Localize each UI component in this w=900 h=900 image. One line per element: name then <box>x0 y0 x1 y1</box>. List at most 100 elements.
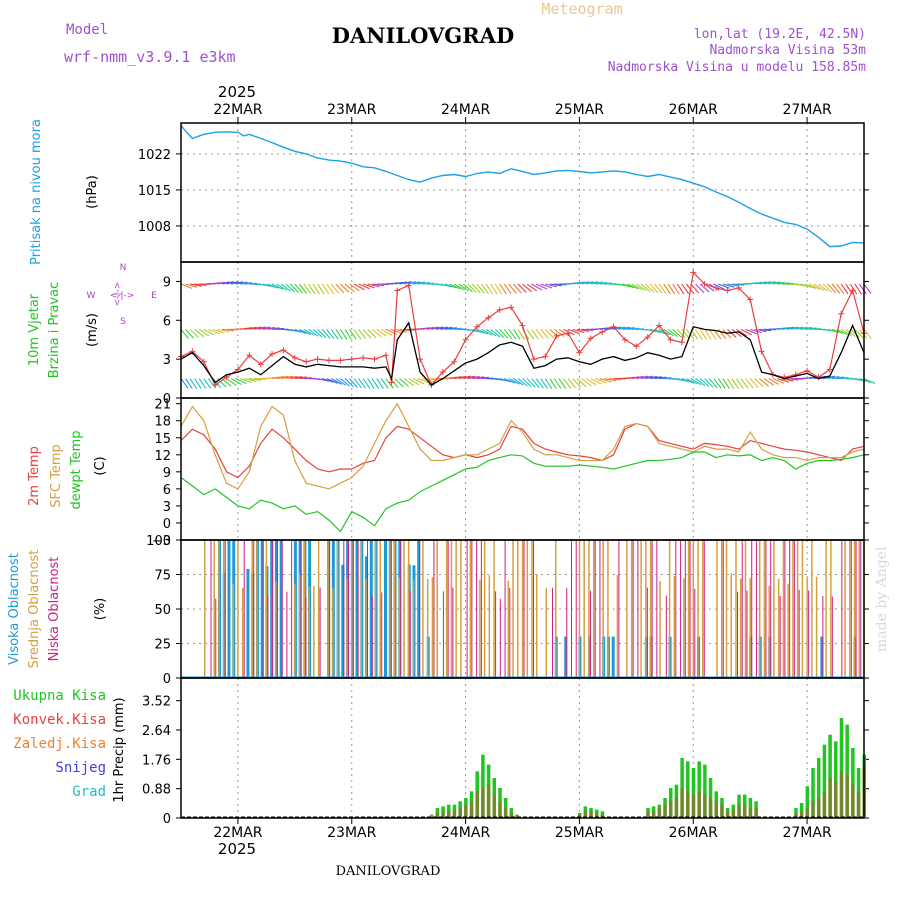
wind-arrow <box>576 378 587 388</box>
wind-arrow <box>180 329 189 340</box>
date-label-top: 26MAR <box>669 102 718 118</box>
wind-arrow <box>330 378 343 385</box>
wind-arrow <box>526 283 538 292</box>
wind-arrow <box>412 378 425 385</box>
precip-ytick-label: 0.88 <box>142 783 171 798</box>
wind-gust-marker <box>587 335 594 342</box>
wind-arrow <box>422 326 435 330</box>
wind-arrow <box>472 376 485 380</box>
clouds-ytick-label: 0 <box>163 672 171 687</box>
wind-arrow <box>695 283 705 294</box>
wind-arrow <box>494 328 505 339</box>
wind-arrow <box>394 378 404 388</box>
precip-bar-conv <box>589 811 593 818</box>
precip-bar-conv <box>834 781 838 818</box>
wind-gust-marker <box>257 361 264 368</box>
wind-arrow <box>554 328 565 337</box>
wind-arrow <box>553 378 562 389</box>
wind-gust-marker <box>849 287 856 294</box>
elevation-label: Nadmorska Visina 53m <box>709 43 866 58</box>
wind-arrow <box>358 283 370 290</box>
wind-arrow <box>649 283 659 294</box>
wind-arrow <box>335 329 343 340</box>
precip-bar-conv <box>816 798 821 818</box>
wind-arrow <box>708 378 718 389</box>
wind-arrow <box>631 375 644 380</box>
wind-arrow <box>863 329 872 340</box>
wind-arrow <box>294 376 307 380</box>
wind-arrow <box>658 283 667 295</box>
wind-arrow <box>704 329 712 340</box>
precip-unit: 1hr Precip (mm) <box>112 697 127 802</box>
cloud-bar-high <box>355 540 359 678</box>
wind-arrow <box>453 283 465 291</box>
wind-gust-marker <box>678 339 685 346</box>
wind-arrow <box>467 375 480 380</box>
date-label-bottom: 24MAR <box>441 825 490 841</box>
wind-arrow <box>772 378 785 384</box>
clouds-ytick-label: 50 <box>154 603 171 618</box>
wind-arrow <box>362 378 371 389</box>
wind-arrow <box>649 376 662 380</box>
date-label-bottom: 27MAR <box>782 825 831 841</box>
wind-arrow <box>276 283 288 291</box>
wind-arrow <box>417 378 430 384</box>
pressure-line <box>180 125 865 248</box>
wind-arrow <box>444 283 457 289</box>
temp-ytick-label: 15 <box>154 432 171 447</box>
wind-arrow <box>294 283 304 294</box>
wind-arrow <box>499 378 512 383</box>
station-title: DANILOVGRAD <box>332 23 514 48</box>
precip-bar-conv <box>475 791 479 818</box>
wind-arrow <box>544 378 553 389</box>
precip-bar-conv <box>668 801 673 818</box>
wind-arrow <box>517 283 527 293</box>
wind-arrow <box>376 378 384 389</box>
wind-arrow <box>531 378 540 389</box>
precip-bar-conv <box>811 801 815 818</box>
wind-arrow <box>271 376 284 380</box>
wind-arrow <box>708 329 717 340</box>
clouds-ytick-label: 100 <box>146 534 171 549</box>
wind-arrow <box>371 378 380 389</box>
precip-bar-total <box>851 748 855 818</box>
wind-ylabel-1: 10m Vjetar <box>27 293 42 366</box>
wind-arrow <box>330 329 339 340</box>
cloud-bar-high <box>279 540 283 678</box>
wind-arrow <box>458 375 471 380</box>
wind-arrow <box>344 329 352 340</box>
wind-arrow <box>194 283 207 286</box>
cloud-ylabel-mid: Srednja Oblacnost <box>27 550 42 669</box>
wind-arrow <box>763 378 775 386</box>
temp-ytick-label: 9 <box>163 466 171 481</box>
wind-gust-marker <box>508 304 515 311</box>
wind-arrow <box>335 283 345 294</box>
precip-legend-0: Ukupna Kisa <box>13 688 106 704</box>
wind-arrow <box>577 281 590 285</box>
wind-arrow <box>490 328 501 338</box>
wind-arrow <box>362 328 372 339</box>
date-label-bottom: 25MAR <box>555 825 604 841</box>
panels: 22MAR 22MAR 23MAR 23MAR 24MAR 24MAR 25MAR 25MAR… <box>7 102 876 841</box>
wind-arrow <box>531 329 539 340</box>
temp-ytick-label: 18 <box>154 415 171 430</box>
wind-gust-marker <box>758 348 765 355</box>
wind-arrow <box>822 283 833 293</box>
precip-legend-3: Snijeg <box>55 760 106 776</box>
precip-bar-total <box>799 803 804 818</box>
wind-arrow <box>549 378 557 389</box>
wind-arrow <box>353 329 362 340</box>
wind-arrow <box>403 378 415 387</box>
cloud-bar-high <box>820 636 824 678</box>
cloud-bar-high <box>270 540 274 678</box>
precip-bar-total <box>816 758 821 818</box>
date-label-top: 24MAR <box>441 102 490 118</box>
precip-bar-conv <box>799 811 804 818</box>
precip-ytick-label: 0 <box>163 812 171 827</box>
date-label-bottom: 26MAR <box>669 825 718 841</box>
wind-arrow <box>558 328 570 337</box>
date-label-top: 27MAR <box>782 102 831 118</box>
precip-bar-total <box>697 761 701 818</box>
wind-arrow <box>189 378 198 389</box>
wind-arrow <box>317 283 325 295</box>
